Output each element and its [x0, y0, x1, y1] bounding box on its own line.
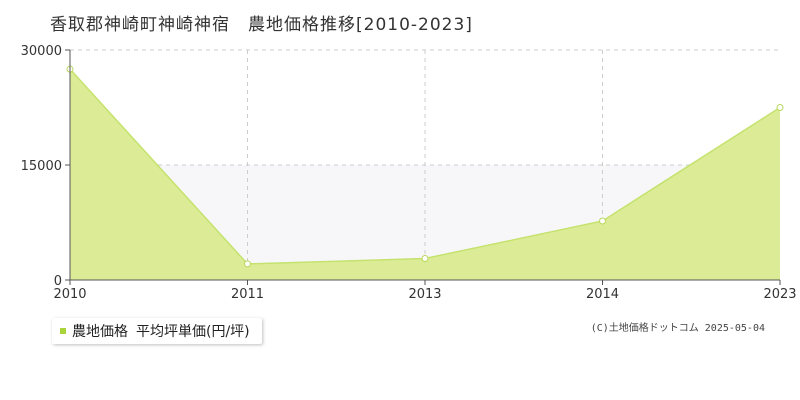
x-tick-label: 2013 [408, 287, 441, 302]
legend-unit-label: 平均坪単価(円/坪) [136, 324, 250, 340]
chart-title: 香取郡神崎町神崎神宿 農地価格推移[2010-2023] [50, 15, 473, 35]
x-tick-label: 2011 [231, 287, 264, 302]
x-tick-label: 2010 [53, 287, 86, 302]
y-tick-label: 0 [54, 274, 62, 289]
data-point [421, 255, 429, 263]
data-point [599, 217, 606, 225]
series-area [70, 69, 780, 281]
x-tick-label: 2023 [763, 287, 796, 302]
data-point [244, 260, 251, 268]
y-tick-label: 30000 [21, 44, 62, 59]
data-point [776, 104, 784, 111]
y-tick-label: 15000 [21, 159, 62, 174]
legend: 農地価格 平均坪単価(円/坪) [52, 318, 262, 344]
legend-series-label: 農地価格 [72, 324, 128, 340]
x-tick-label: 2014 [586, 287, 619, 302]
legend-swatch-icon [60, 328, 66, 334]
copyright-text: (C)土地価格ドットコム 2025-05-04 [590, 323, 765, 334]
